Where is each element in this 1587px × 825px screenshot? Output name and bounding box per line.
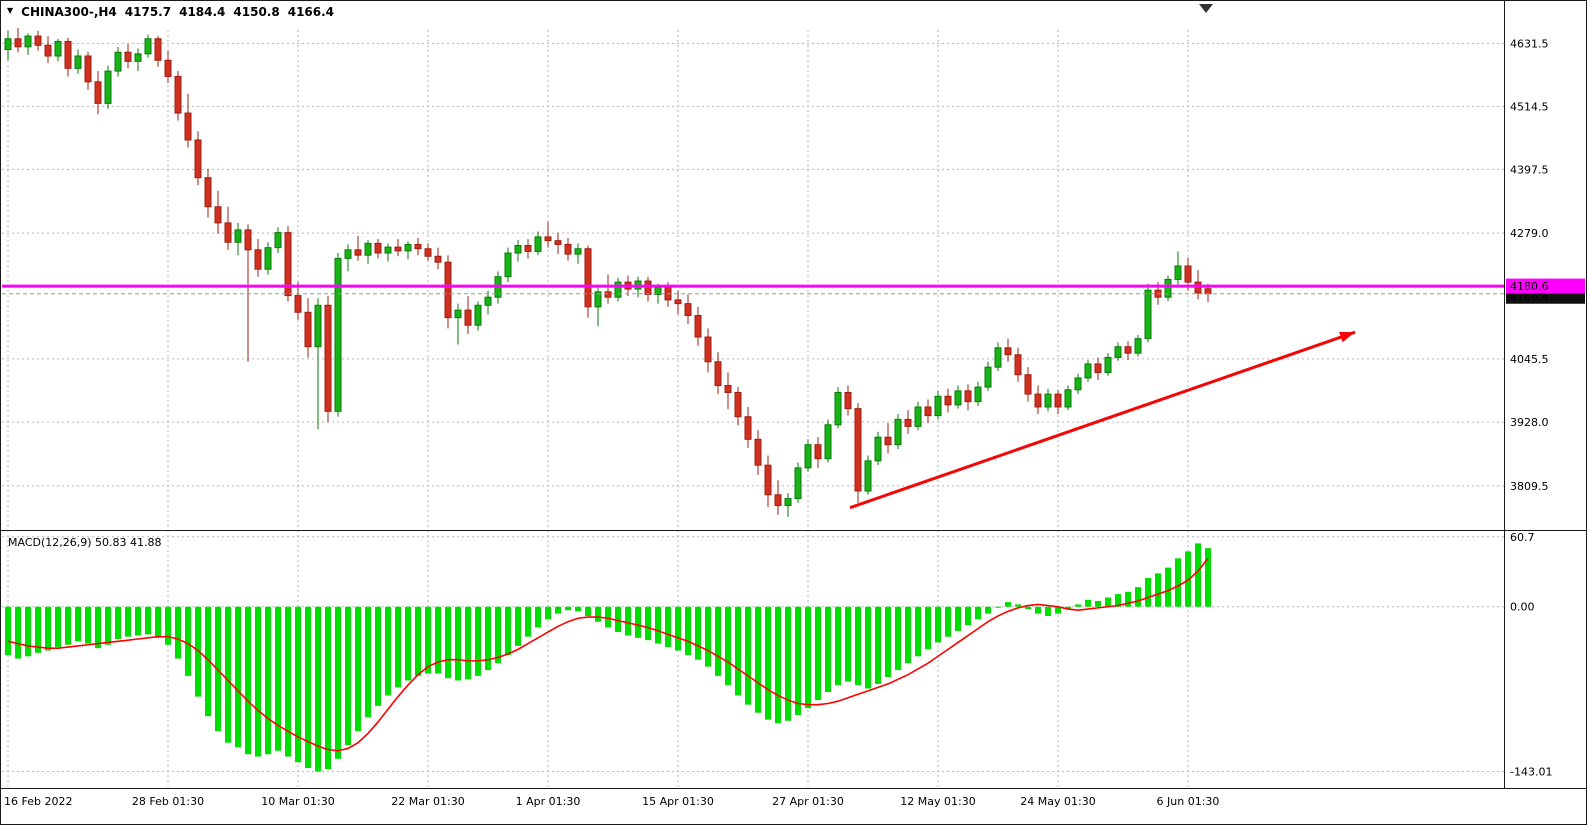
time-axis[interactable]: 16 Feb 2022 28 Feb 01:30 10 Mar 01:30 22 Ma… bbox=[4, 795, 1219, 808]
low-value: 4150.8 bbox=[233, 5, 280, 19]
chart-shift-marker-icon[interactable] bbox=[1199, 4, 1213, 13]
price-tick-label: 4631.5 bbox=[1510, 37, 1549, 50]
macd-indicator-label: MACD(12,26,9) 50.83 41.88 bbox=[8, 536, 162, 549]
price-tick-label: 3809.5 bbox=[1510, 480, 1549, 493]
macd-tick-label: 60.7 bbox=[1510, 531, 1535, 544]
date-tick-label: 28 Feb 01:30 bbox=[132, 795, 204, 808]
date-tick-label: 12 May 01:30 bbox=[900, 795, 975, 808]
gridlines bbox=[2, 30, 1504, 787]
price-tick-label: 4397.5 bbox=[1510, 163, 1549, 176]
date-tick-label: 10 Mar 01:30 bbox=[261, 795, 334, 808]
symbol-period-label: CHINA300-,H4 bbox=[21, 5, 117, 19]
symbol-collapse-icon[interactable]: ▼ bbox=[7, 6, 14, 15]
macd-tick-label: 0.00 bbox=[1510, 601, 1535, 614]
date-tick-label: 22 Mar 01:30 bbox=[391, 795, 464, 808]
last-price-badge-label: 4166.4 bbox=[1510, 291, 1549, 304]
hline-price-badge-label: 4180.6 bbox=[1510, 280, 1549, 293]
open-value: 4175.7 bbox=[124, 5, 172, 19]
price-tick-label: 3928.0 bbox=[1510, 416, 1549, 429]
price-axis[interactable]: 4631.5 4514.5 4397.5 4279.0 4045.5 3928.0 3809… bbox=[1506, 37, 1585, 778]
date-tick-label: 1 Apr 01:30 bbox=[516, 795, 581, 808]
price-tick-label: 4514.5 bbox=[1510, 100, 1549, 113]
trend-arrow[interactable] bbox=[849, 330, 1356, 510]
price-tick-label: 4279.0 bbox=[1510, 227, 1549, 240]
price-tick-label: 4045.5 bbox=[1510, 353, 1549, 366]
close-value: 4166.4 bbox=[287, 5, 335, 19]
date-tick-label: 16 Feb 2022 bbox=[4, 795, 72, 808]
date-tick-label: 24 May 01:30 bbox=[1020, 795, 1095, 808]
chart-header: ▼ CHINA300-,H4 4175.7 4184.4 4150.8 4166… bbox=[7, 5, 334, 19]
macd-histogram bbox=[5, 543, 1211, 772]
date-tick-label: 15 Apr 01:30 bbox=[642, 795, 714, 808]
high-value: 4184.4 bbox=[179, 5, 226, 19]
macd-signal-line bbox=[7, 557, 1209, 752]
date-tick-label: 27 Apr 01:30 bbox=[772, 795, 844, 808]
hline-price-badge bbox=[1506, 278, 1585, 294]
date-tick-label: 6 Jun 01:30 bbox=[1157, 795, 1220, 808]
macd-tick-label: -143.01 bbox=[1510, 765, 1552, 778]
